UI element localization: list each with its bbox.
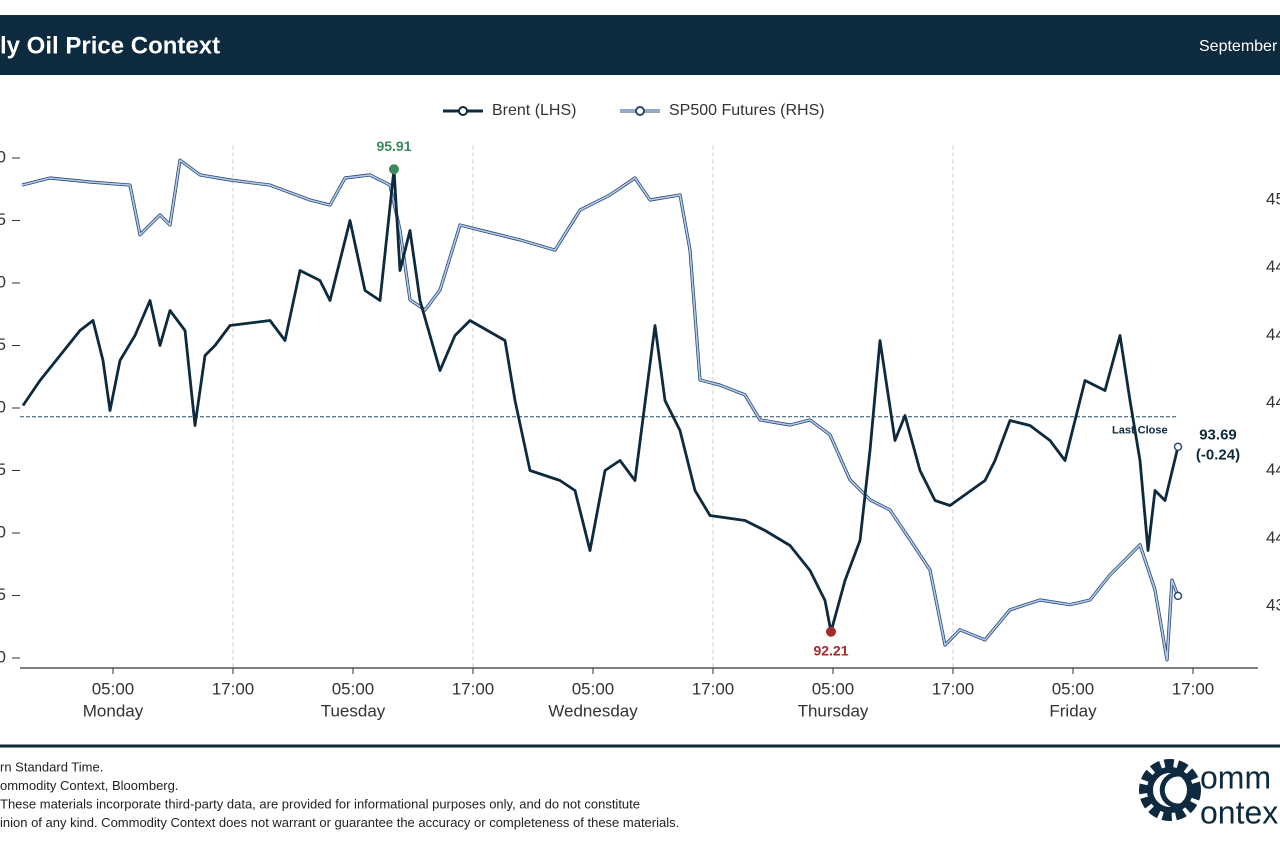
- x-tick-label: 17:00: [692, 679, 735, 698]
- day-label: Monday: [83, 701, 144, 720]
- legend-marker: [635, 106, 645, 116]
- day-label: Wednesday: [548, 701, 638, 720]
- high-label: 95.91: [376, 138, 411, 154]
- x-tick-label: 05:00: [92, 679, 135, 698]
- y-tick-label: 0: [0, 647, 6, 666]
- series-outline: [21, 158, 1180, 662]
- last-point: [1173, 442, 1183, 451]
- logo: [1139, 759, 1201, 821]
- header-bar: [0, 15, 1280, 75]
- logo-text: ontex: [1200, 794, 1278, 830]
- date: September: [1199, 38, 1278, 55]
- y2-tick-label: 44: [1266, 528, 1280, 547]
- y2-tick-label: 43: [1266, 596, 1280, 615]
- x-tick-label: 17:00: [212, 679, 255, 698]
- y-tick-label: 0: [0, 397, 6, 416]
- last-value-label: 93.69: [1199, 427, 1237, 444]
- y2-tick-label: 45: [1266, 189, 1280, 208]
- y2-tick-label: 44: [1266, 257, 1280, 276]
- x-tick-label: 17:00: [452, 679, 495, 698]
- low-label: 92.21: [813, 642, 848, 658]
- footer-note: inion of any kind. Commodity Context doe…: [0, 815, 679, 830]
- low-marker: [826, 626, 836, 637]
- y2-tick-label: 44: [1266, 325, 1280, 344]
- day-label: Friday: [1049, 701, 1097, 720]
- series-line: [21, 159, 1179, 661]
- x-tick-label: 05:00: [812, 679, 855, 698]
- x-tick-label: 17:00: [932, 679, 975, 698]
- x-tick-label: 05:00: [1052, 679, 1095, 698]
- y-tick-label: 0: [0, 522, 6, 541]
- chart-title: ly Oil Price Context: [0, 32, 220, 59]
- y-tick-label: 0: [0, 272, 6, 291]
- footer-note: These materials incorporate third-party …: [0, 796, 640, 811]
- y-tick-label: 5: [0, 210, 6, 229]
- footer-note: rn Standard Time.: [0, 759, 103, 774]
- logo-text: omm: [1200, 759, 1271, 795]
- last-point: [1173, 591, 1183, 601]
- day-label: Thursday: [798, 701, 869, 720]
- x-tick-label: 05:00: [332, 679, 375, 698]
- change-label: (-0.24): [1196, 447, 1240, 464]
- last-close-label: Last Close: [1112, 425, 1168, 437]
- high-marker: [389, 164, 399, 175]
- y-tick-label: 5: [0, 335, 6, 354]
- legend-label: SP500 Futures (RHS): [669, 102, 825, 119]
- x-tick-label: 05:00: [572, 679, 615, 698]
- y2-tick-label: 44: [1266, 393, 1280, 412]
- series-line: [21, 167, 1180, 634]
- x-tick-label: 17:00: [1172, 679, 1215, 698]
- y-tick-label: 0: [0, 147, 6, 166]
- y-tick-label: 5: [0, 585, 6, 604]
- footer-note: ommodity Context, Bloomberg.: [0, 778, 178, 793]
- y2-tick-label: 44: [1266, 460, 1280, 479]
- y-tick-label: 5: [0, 460, 6, 479]
- day-label: Tuesday: [321, 701, 386, 720]
- legend-marker: [458, 106, 468, 116]
- legend-label: Brent (LHS): [492, 102, 576, 119]
